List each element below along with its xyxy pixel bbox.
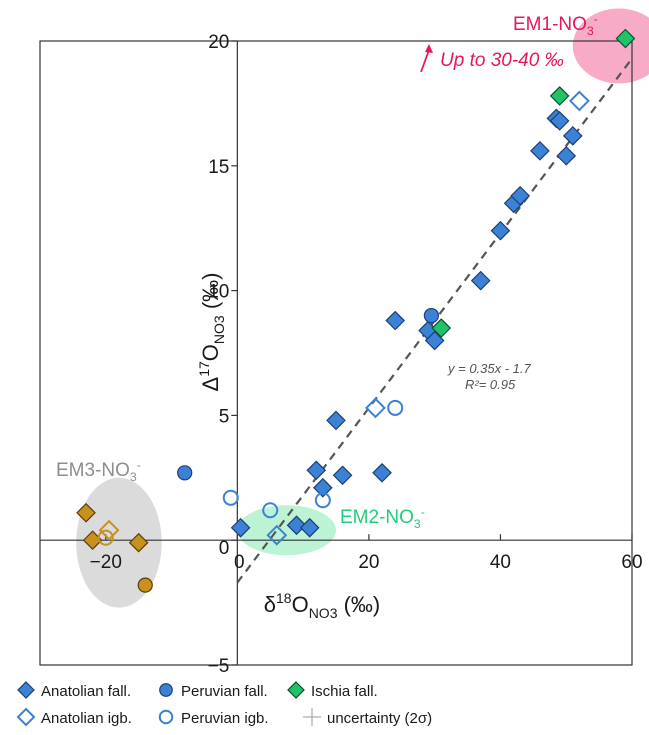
regression-equation: y = 0.35x - 1.7 xyxy=(447,361,532,376)
circle-point xyxy=(423,307,439,324)
diamond-point xyxy=(424,330,445,351)
circle-point xyxy=(222,489,239,506)
diamond-point xyxy=(549,86,570,106)
y-tick-label: −5 xyxy=(208,656,230,677)
em3-label: EM3-NO3- xyxy=(56,458,141,484)
annotation-text: Up to 30-40 ‰ xyxy=(440,50,564,71)
diamond-point xyxy=(372,462,392,483)
diamond-point xyxy=(490,220,511,241)
x-tick-label: 20 xyxy=(358,552,379,573)
legend-label-5: Peruvian igb. xyxy=(181,710,269,727)
em2-label: EM2-NO3- xyxy=(340,505,425,531)
em1-label: EM1-NO3- xyxy=(513,12,598,38)
diamond-point xyxy=(286,515,307,536)
diamond-point xyxy=(128,532,149,553)
end-member-ellipse-2 xyxy=(237,505,336,556)
axes: −20 0 20 40 60 −5 0 5 10 15 20 δ18ONO3 (‰) Δ17ONO3 (… xyxy=(40,32,643,677)
legend-marker-4 xyxy=(16,707,36,727)
diamond-point xyxy=(299,517,320,538)
diamond-point xyxy=(266,524,288,546)
y-tick-label: 10 xyxy=(208,282,229,303)
legend-label-2: Peruvian fall. xyxy=(181,683,268,700)
circle-point xyxy=(137,577,153,593)
x-axis-label: δ18ONO3 (‰) xyxy=(264,590,381,621)
legend-label-4: Anatolian igb. xyxy=(41,710,132,727)
diamond-point xyxy=(385,310,406,331)
diamond-point xyxy=(568,90,590,112)
diamond-point xyxy=(510,185,531,206)
diamond-point xyxy=(312,477,333,498)
regression-r2: R²= 0.95 xyxy=(465,377,516,392)
legend-label-6: uncertainty (2σ) xyxy=(327,710,432,727)
diamond-point xyxy=(530,140,550,161)
annotation-arrow xyxy=(420,49,430,73)
diamond-point xyxy=(98,519,120,541)
diamond-point xyxy=(365,397,386,419)
end-member-ellipse-1 xyxy=(572,8,649,84)
circle-point xyxy=(97,529,114,546)
diamond-point xyxy=(230,517,251,538)
diamond-point xyxy=(562,125,583,146)
end-member-ellipse-3 xyxy=(76,477,162,608)
plot-frame xyxy=(39,40,633,666)
x-tick-label: 60 xyxy=(621,552,642,573)
end-member-ellipses xyxy=(76,8,649,608)
y-tick-label: 15 xyxy=(208,157,229,178)
circle-point xyxy=(314,492,331,509)
legend: Anatolian fall. Peruvian fall. Ischia fall… xyxy=(16,681,432,727)
diamond-point xyxy=(76,502,96,523)
x-tick-label: 0 xyxy=(234,552,245,573)
annotation-arrowhead xyxy=(425,44,433,53)
x-tick-label: 40 xyxy=(490,552,511,573)
legend-marker-3 xyxy=(287,681,305,699)
circle-point xyxy=(387,399,404,416)
x-tick-label: −20 xyxy=(90,552,122,573)
legend-marker-2 xyxy=(159,683,173,697)
data-points xyxy=(76,28,636,593)
y-axis-label: Δ17ONO3 (‰) xyxy=(196,273,227,392)
legend-label-3: Ischia fall. xyxy=(311,683,378,700)
legend-marker-1 xyxy=(17,681,35,699)
y-tick-label: 5 xyxy=(219,406,230,427)
y-tick-label: 0 xyxy=(219,538,230,559)
circle-point xyxy=(177,465,193,481)
diamond-point xyxy=(470,270,491,291)
diamond-point xyxy=(326,410,346,431)
y-tick-label: 20 xyxy=(208,32,229,53)
diamond-point xyxy=(306,460,327,481)
diamond-point xyxy=(549,111,570,131)
circle-point xyxy=(262,502,279,519)
diamond-point xyxy=(615,28,636,49)
legend-marker-6 xyxy=(303,708,321,726)
annotations: y = 0.35x - 1.7R²= 0.95 EM1-NO3- EM2-NO3- E… xyxy=(56,12,598,531)
legend-marker-5 xyxy=(158,709,174,725)
diamond-point xyxy=(556,145,577,166)
diamond-point xyxy=(332,465,353,486)
legend-label-1: Anatolian fall. xyxy=(41,683,131,700)
diamond-point xyxy=(431,318,452,338)
